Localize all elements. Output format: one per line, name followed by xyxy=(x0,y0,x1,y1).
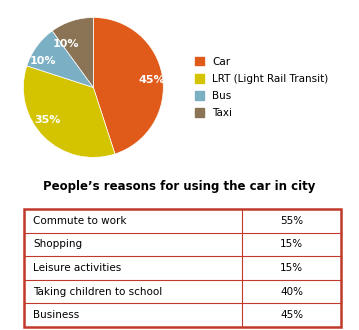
Bar xyxy=(24,209,341,327)
Wedge shape xyxy=(52,17,93,87)
Text: Commute to work: Commute to work xyxy=(33,216,126,226)
Wedge shape xyxy=(93,17,163,154)
Wedge shape xyxy=(27,31,93,87)
Text: 15%: 15% xyxy=(280,239,303,249)
Text: People’s reasons for using the car in city: People’s reasons for using the car in ci… xyxy=(43,180,316,192)
Text: 45%: 45% xyxy=(280,310,303,320)
Wedge shape xyxy=(23,66,115,157)
Text: 10%: 10% xyxy=(30,56,57,66)
Text: 40%: 40% xyxy=(280,286,303,297)
Text: Shopping: Shopping xyxy=(33,239,82,249)
Text: 35%: 35% xyxy=(35,115,61,125)
Text: 10%: 10% xyxy=(53,39,79,49)
Text: Taking children to school: Taking children to school xyxy=(33,286,162,297)
Text: 15%: 15% xyxy=(280,263,303,273)
Text: Leisure activities: Leisure activities xyxy=(33,263,121,273)
Legend: Car, LRT (Light Rail Transit), Bus, Taxi: Car, LRT (Light Rail Transit), Bus, Taxi xyxy=(195,56,329,118)
Text: 55%: 55% xyxy=(280,216,303,226)
Text: Business: Business xyxy=(33,310,79,320)
Text: 45%: 45% xyxy=(138,75,165,85)
